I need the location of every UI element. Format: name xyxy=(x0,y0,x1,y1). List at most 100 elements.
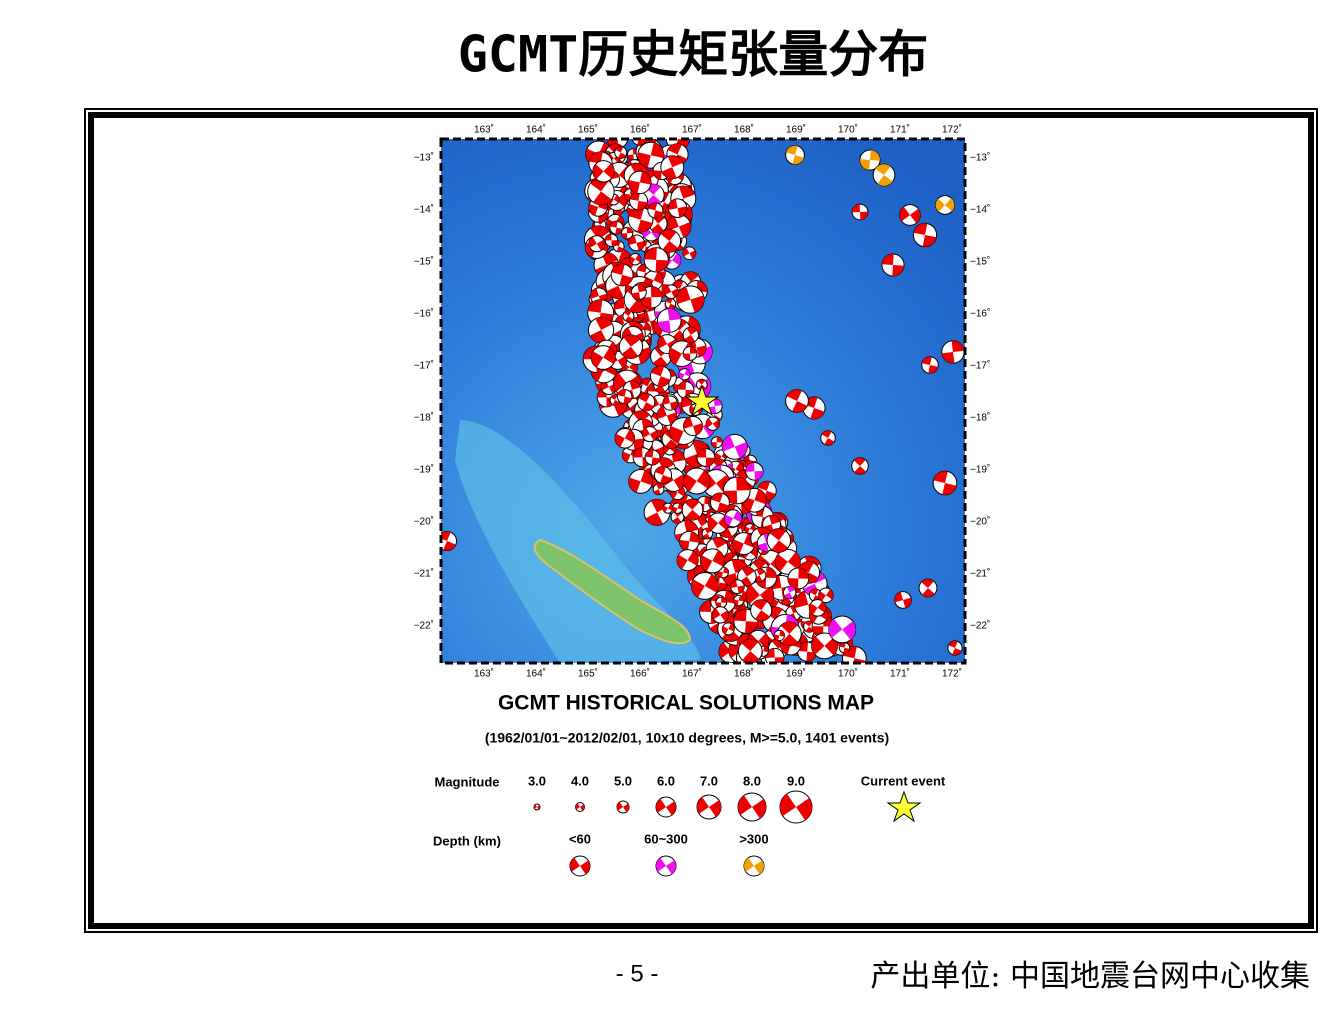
ball-quadrant xyxy=(657,376,671,387)
ball-quadrant xyxy=(689,531,700,543)
ball-quadrant xyxy=(611,240,618,247)
ball-quadrant xyxy=(763,646,769,653)
ball-quadrant xyxy=(683,416,693,429)
ball-quadrant xyxy=(711,537,727,549)
ball-quadrant xyxy=(817,601,826,613)
beachball xyxy=(587,177,615,206)
ball-quadrant xyxy=(642,402,654,411)
lon-tick-top: 170˚ xyxy=(838,124,858,136)
frame-outer xyxy=(84,108,1318,933)
beachball xyxy=(676,549,699,572)
map-subtitle: (1962/01/01~2012/02/01, 10x10 degrees, M… xyxy=(485,730,889,746)
ball-quadrant xyxy=(653,210,663,218)
beachball xyxy=(683,416,703,436)
ball-quadrant xyxy=(754,860,764,875)
ball-quadrant xyxy=(645,450,654,458)
ball-quadrant xyxy=(580,804,585,811)
ball-quadrant xyxy=(637,219,653,232)
lon-tick-bottom: 166˚ xyxy=(630,668,650,680)
ball-quadrant xyxy=(603,347,616,364)
ball-quadrant xyxy=(779,596,792,606)
ball-quadrant xyxy=(742,651,760,663)
beachball xyxy=(773,629,785,642)
lat-tick-right: −21˚ xyxy=(970,568,990,580)
ball-quadrant xyxy=(622,451,631,463)
ball-quadrant xyxy=(686,327,698,335)
footer-source: 产出单位: 中国地震台网中心收集 xyxy=(870,959,1310,994)
ball-quadrant xyxy=(875,164,891,175)
ball-quadrant xyxy=(942,483,957,495)
ball-quadrant xyxy=(628,180,640,194)
legend-magnitude: 9.0 xyxy=(787,773,805,788)
ball-quadrant xyxy=(615,146,624,153)
ball-quadrant xyxy=(721,597,727,603)
ball-quadrant xyxy=(570,857,580,872)
ball-quadrant xyxy=(805,626,814,633)
ball-quadrant xyxy=(727,462,733,470)
lon-tick-bottom: 172˚ xyxy=(942,668,962,680)
ball-quadrant xyxy=(678,222,691,238)
ball-quadrant xyxy=(780,621,798,634)
ball-quadrant xyxy=(677,503,683,510)
ball-quadrant xyxy=(591,351,604,368)
ball-quadrant xyxy=(623,335,641,347)
legend-depth: <60 xyxy=(569,831,591,846)
beachball xyxy=(838,642,851,654)
lon-tick-bottom: 169˚ xyxy=(786,668,806,680)
ball-quadrant xyxy=(786,145,798,155)
ball-quadrant xyxy=(821,430,832,438)
ball-quadrant xyxy=(828,618,843,638)
ball-quadrant xyxy=(623,310,632,317)
ball-quadrant xyxy=(653,271,664,285)
legend-magnitude: 6.0 xyxy=(657,773,675,788)
legend-star xyxy=(886,790,922,823)
ball-quadrant xyxy=(678,372,685,380)
beachball xyxy=(696,794,722,820)
ball-quadrant xyxy=(672,516,682,524)
ball-quadrant xyxy=(717,570,724,578)
ball-quadrant xyxy=(843,647,850,654)
ball-quadrant xyxy=(665,439,678,449)
ball-quadrant xyxy=(667,127,681,139)
ball-quadrant xyxy=(664,285,672,295)
beachball xyxy=(662,395,678,411)
ball-quadrant xyxy=(589,151,603,164)
ball-quadrant xyxy=(589,329,607,343)
beachball xyxy=(717,566,730,579)
ball-quadrant xyxy=(754,489,767,505)
ball-quadrant xyxy=(689,405,696,414)
beachball xyxy=(657,229,682,253)
legend-magnitude: 4.0 xyxy=(571,773,589,788)
ball-quadrant xyxy=(665,298,673,304)
page-number: - 5 - xyxy=(616,960,659,987)
ball-quadrant xyxy=(774,634,780,641)
beachball xyxy=(628,469,653,494)
ball-quadrant xyxy=(733,510,742,523)
lat-tick-right: −16˚ xyxy=(970,308,990,320)
ball-quadrant xyxy=(653,489,661,495)
ball-quadrant xyxy=(766,567,777,578)
ball-quadrant xyxy=(755,610,770,621)
beachball xyxy=(681,498,704,521)
ball-quadrant xyxy=(649,430,658,441)
ball-quadrant xyxy=(757,481,771,491)
ball-quadrant xyxy=(799,561,814,573)
ball-quadrant xyxy=(663,444,670,454)
ball-quadrant xyxy=(854,466,867,475)
beachball xyxy=(894,591,912,609)
ball-quadrant xyxy=(752,799,766,819)
ball-quadrant xyxy=(775,554,788,572)
beachball xyxy=(737,792,767,822)
beachball xyxy=(678,368,691,381)
beachball xyxy=(655,855,677,877)
beachball xyxy=(696,448,716,467)
ball-quadrant xyxy=(629,256,636,265)
ball-quadrant xyxy=(683,473,697,492)
ball-quadrant xyxy=(792,155,804,165)
ball-quadrant xyxy=(690,295,705,313)
lat-tick-left: −15˚ xyxy=(414,256,434,268)
ball-quadrant xyxy=(651,223,664,233)
map-title: GCMT HISTORICAL SOLUTIONS MAP xyxy=(498,692,874,715)
ball-quadrant xyxy=(657,335,668,349)
